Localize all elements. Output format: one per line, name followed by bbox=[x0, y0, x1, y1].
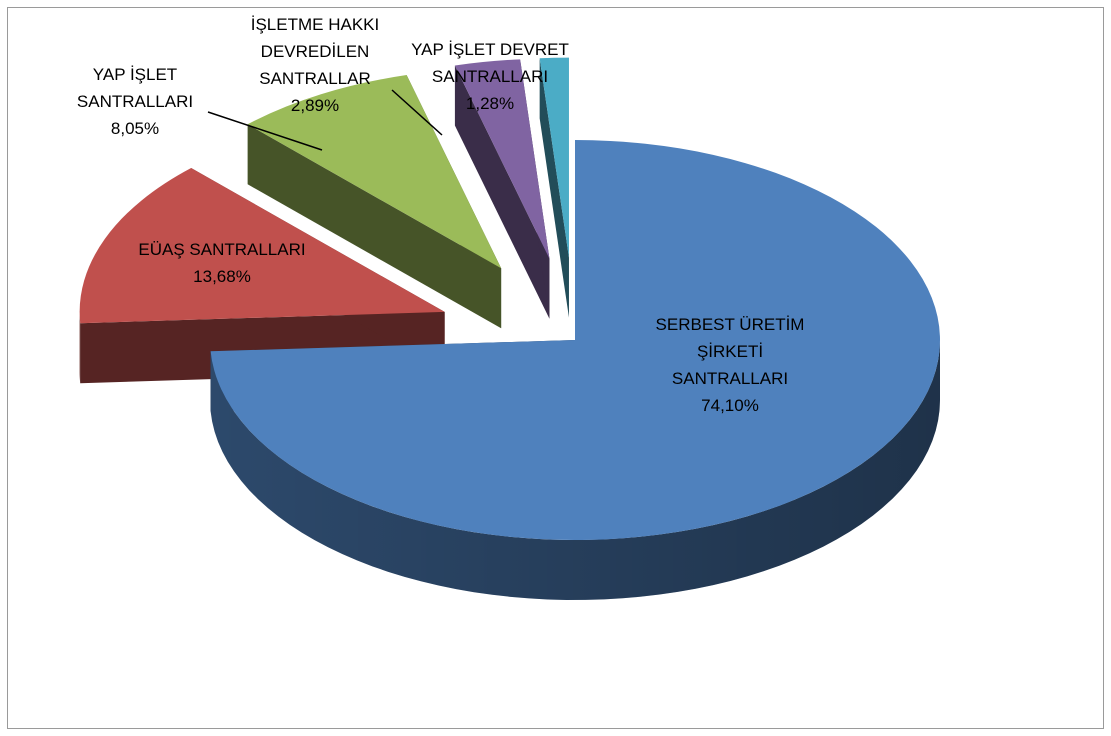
slice-yap-islet bbox=[247, 75, 502, 269]
pie-slices bbox=[79, 57, 940, 540]
slice-side-yap-islet-devret bbox=[539, 58, 569, 318]
data-labels: SERBEST ÜRETİM ŞİRKETİ SANTRALLARI 74,10% EÜ… bbox=[77, 15, 805, 415]
data-label-yap-islet: YAP İŞLET SANTRALLARI 8,05% bbox=[77, 65, 193, 138]
slice-serbest-uretim bbox=[210, 140, 940, 540]
slice-yap-islet-devret bbox=[539, 57, 569, 258]
leader-line-yap-islet bbox=[207, 111, 323, 151]
slice-isletme-hakki bbox=[454, 59, 550, 259]
slice-euas bbox=[79, 168, 445, 324]
leader-line-isletme-hakki bbox=[391, 89, 443, 136]
data-label-serbest-uretim: SERBEST ÜRETİM ŞİRKETİ SANTRALLARI 74,10% bbox=[656, 315, 805, 415]
data-label-isletme-hakki: İŞLETME HAKKI DEVREDİLEN SANTRALLAR 2,89% bbox=[251, 15, 379, 115]
leader-lines bbox=[207, 89, 443, 151]
data-label-yap-islet-devret: YAP İŞLET DEVRET SANTRALLARI 1,28% bbox=[411, 40, 569, 113]
data-label-euas: EÜAŞ SANTRALLARI 13,68% bbox=[138, 240, 305, 286]
